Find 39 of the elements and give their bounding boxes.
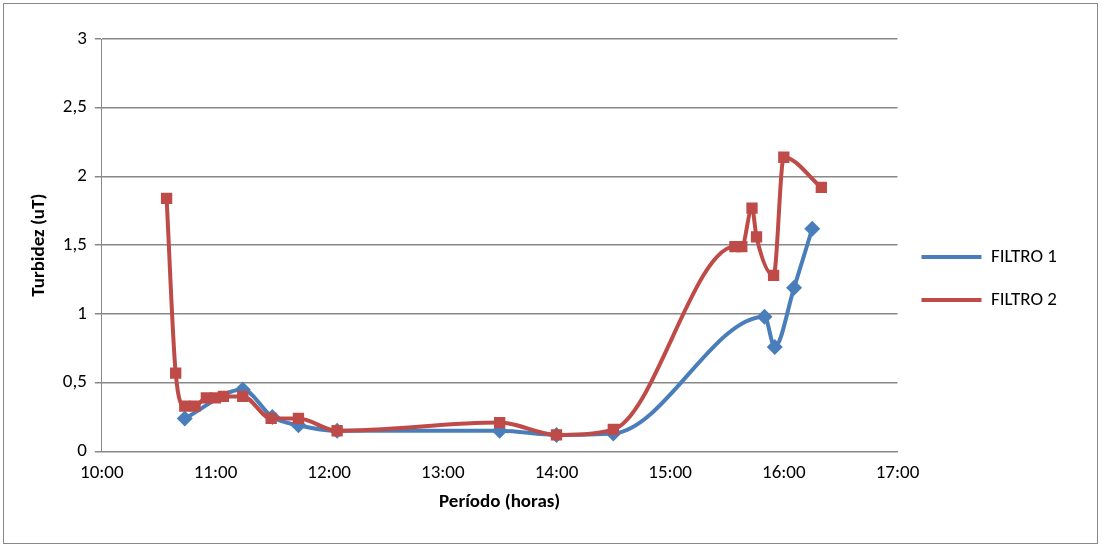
x-tick-label: 17:00 [875, 459, 920, 483]
point [750, 231, 763, 243]
point [767, 269, 780, 282]
legend-label: FILTRO 2 [990, 286, 1058, 310]
point [804, 220, 821, 237]
point [815, 181, 827, 194]
point [292, 412, 305, 425]
point [736, 240, 748, 253]
x-tick-label: 12:00 [307, 459, 352, 483]
point [766, 338, 783, 355]
y-tick-label: 0 [77, 438, 88, 462]
point [746, 202, 758, 214]
legend-label: FILTRO 1 [990, 243, 1058, 267]
x-tick-label: 13:00 [421, 459, 465, 483]
x-tick-label: 15:00 [648, 459, 693, 483]
point [493, 416, 506, 429]
x-axis-title: Período (horas) [439, 489, 561, 513]
y-tick-label: 1,5 [62, 231, 87, 255]
point [189, 400, 201, 412]
y-axis-title: Turbidez (uT) [26, 193, 50, 297]
x-tick-label: 16:00 [762, 459, 806, 483]
x-tick-label: 10:00 [80, 459, 124, 483]
y-tick-label: 2 [77, 163, 87, 187]
point [160, 192, 173, 205]
x-tick-label: 14:00 [534, 459, 579, 483]
point [607, 423, 619, 436]
y-tick-label: 1 [77, 300, 87, 324]
point [237, 390, 249, 403]
point [786, 279, 803, 296]
point [217, 390, 230, 403]
point [756, 308, 773, 325]
point [265, 412, 277, 425]
y-tick-label: 3 [77, 25, 87, 49]
y-tick-label: 2,5 [62, 94, 87, 118]
x-tick-label: 11:00 [193, 459, 238, 483]
point [778, 151, 790, 163]
point [176, 410, 193, 427]
point [170, 367, 182, 379]
y-tick-label: 0,5 [62, 369, 87, 393]
